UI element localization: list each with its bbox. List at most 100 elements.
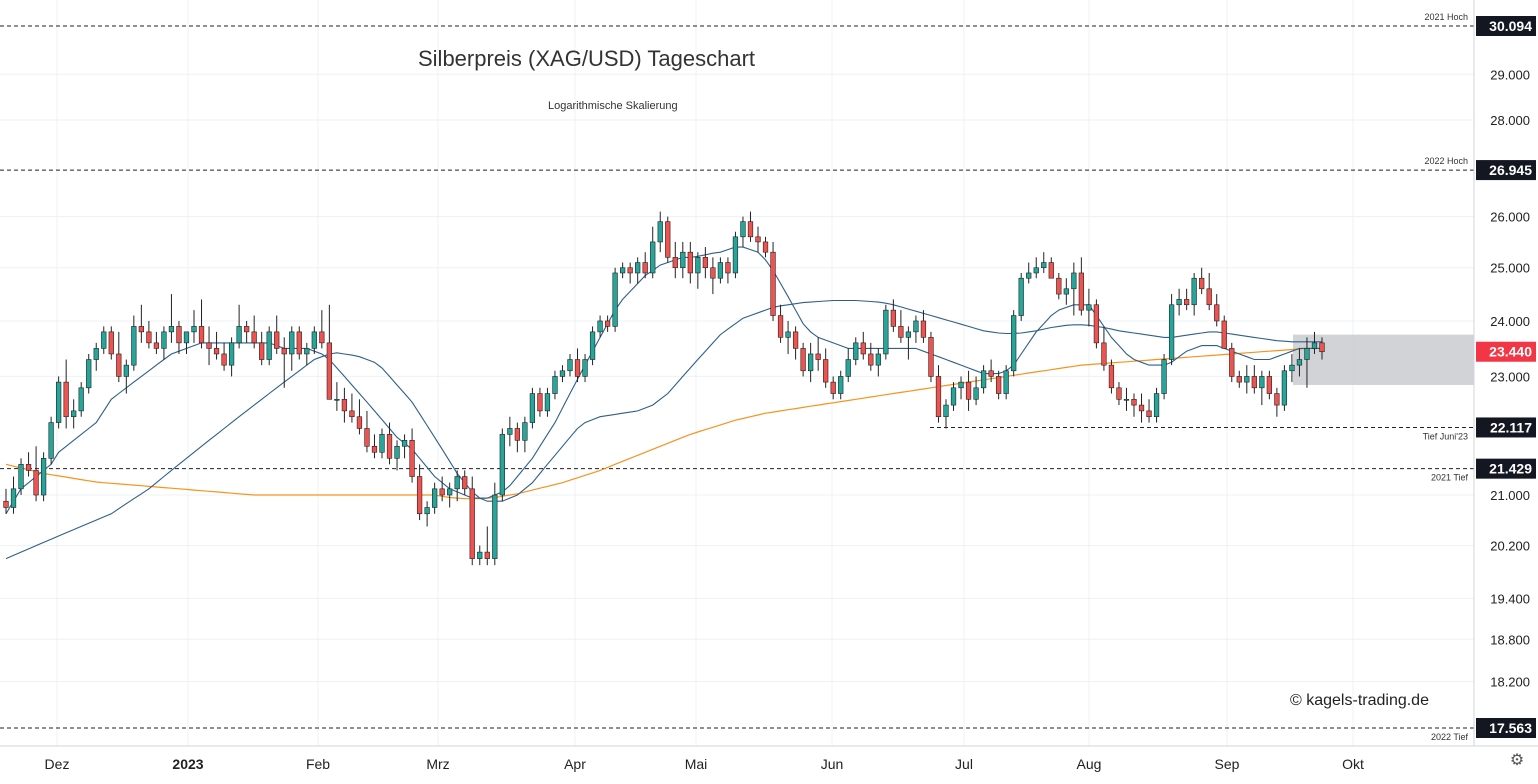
x-tick-label: Sep	[1215, 756, 1240, 772]
y-tick-label: 26.000	[1490, 210, 1530, 225]
candle-body	[1296, 359, 1303, 366]
candle-body	[462, 476, 468, 490]
candle-body	[1274, 393, 1280, 406]
candle-body	[529, 393, 536, 423]
level-price-label: 17.563	[1489, 720, 1532, 736]
candle-body	[808, 353, 814, 372]
level-annotation: 2021 Tief	[1431, 473, 1469, 483]
candle-body	[845, 359, 851, 377]
candle-body	[635, 262, 641, 274]
candle-body	[507, 428, 513, 435]
y-axis-panel	[1474, 0, 1538, 779]
candle-body	[672, 257, 678, 269]
candle-body	[1093, 304, 1100, 344]
candle-body	[1311, 342, 1318, 349]
level-annotation: Tief Juni'23	[1423, 431, 1468, 441]
candle-body	[289, 331, 295, 355]
candle-body	[1108, 364, 1115, 389]
candle-body	[823, 359, 829, 383]
candle-body	[251, 331, 257, 344]
candle-body	[905, 331, 912, 338]
candle-body	[364, 428, 370, 447]
level-annotation: 2022 Tief	[1431, 732, 1469, 742]
candle-body	[710, 267, 716, 279]
candle-body	[928, 337, 934, 377]
candle-body	[725, 262, 731, 274]
candle-body	[484, 551, 490, 559]
candle-body	[371, 445, 378, 453]
candle-body	[755, 236, 761, 243]
candle-body	[48, 422, 54, 459]
level-price-tag	[1476, 417, 1536, 438]
candle-body	[409, 440, 415, 477]
candle-body	[1003, 370, 1009, 394]
candle-body	[1138, 404, 1145, 412]
candle-body	[1221, 320, 1227, 349]
candle-body	[1116, 387, 1122, 400]
candle-body	[131, 326, 137, 366]
candle-body	[687, 251, 693, 274]
candle-body	[853, 342, 859, 360]
x-tick-label: Mai	[685, 756, 708, 772]
candle-body	[319, 331, 325, 344]
candle-body	[236, 326, 242, 344]
candle-body	[522, 422, 528, 441]
x-tick-label: Jun	[821, 756, 844, 772]
candle-body	[424, 507, 430, 515]
ma-orange-line	[5, 347, 1322, 500]
candle-body	[913, 320, 919, 333]
candle-body	[1244, 376, 1250, 383]
y-tick-label: 25.000	[1490, 261, 1530, 276]
candle-body	[401, 440, 408, 447]
candle-body	[191, 326, 197, 333]
candle-body	[1214, 304, 1220, 322]
candle-body	[93, 348, 99, 360]
candle-body	[439, 488, 445, 496]
candle-body	[785, 331, 791, 338]
candle-body	[86, 359, 92, 389]
candle-body	[980, 370, 987, 389]
candle-body	[657, 221, 663, 243]
candle-body	[1146, 410, 1152, 418]
candle-body	[792, 331, 799, 349]
candle-body	[477, 551, 483, 559]
candle-body	[574, 359, 581, 377]
level-price-tag	[1476, 458, 1536, 479]
candle-body	[1056, 277, 1062, 295]
candle-body	[108, 331, 114, 355]
x-tick-label: Feb	[306, 756, 330, 772]
candle-body	[800, 348, 806, 372]
candle-body	[830, 381, 836, 394]
candle-body	[326, 342, 332, 400]
candle-body	[492, 494, 498, 559]
candle-body	[1153, 393, 1160, 418]
candle-body	[747, 221, 754, 238]
level-price-tag	[1476, 16, 1536, 36]
gear-icon[interactable]: ⚙	[1509, 752, 1525, 769]
candle-body	[1086, 304, 1092, 311]
candle-body	[567, 359, 573, 372]
level-annotation: 2021 Hoch	[1424, 12, 1468, 22]
level-price-tag	[1476, 160, 1536, 181]
candle-body	[1191, 277, 1197, 306]
candle-body	[153, 342, 160, 349]
candle-body	[950, 387, 957, 406]
level-price-label: 30.094	[1489, 18, 1532, 34]
candle-body	[161, 331, 167, 349]
x-tick-label: 2023	[172, 756, 203, 772]
candle-body	[244, 326, 250, 333]
candle-body	[116, 353, 122, 377]
candle-body	[469, 488, 475, 559]
candle-body	[777, 315, 784, 338]
candle-body	[274, 331, 280, 349]
candle-body	[356, 416, 363, 429]
candle-body	[3, 500, 9, 508]
candle-body	[1123, 399, 1130, 401]
level-price-label: 21.429	[1489, 461, 1532, 477]
candle-body	[559, 370, 566, 377]
candle-body	[101, 331, 107, 349]
candle-body	[386, 434, 393, 459]
y-tick-label: 21.000	[1490, 488, 1530, 503]
